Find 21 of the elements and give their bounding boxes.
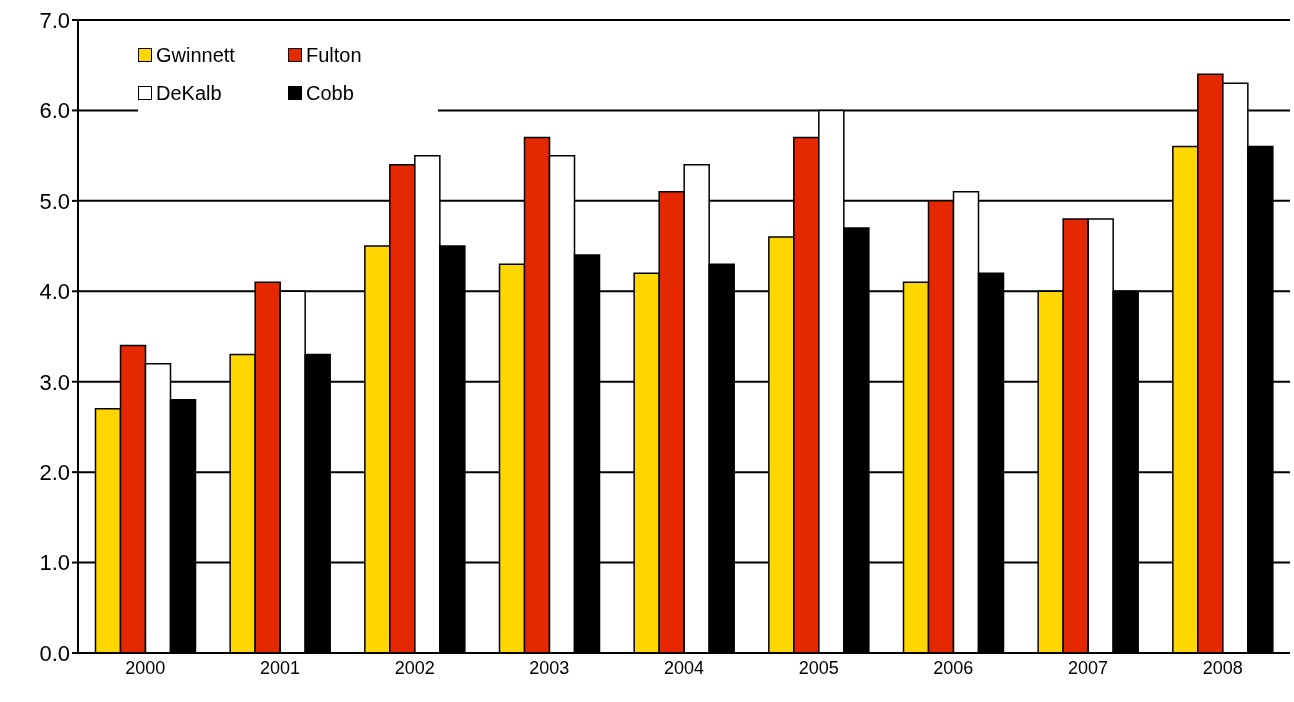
- x-tick-label: 2000: [125, 657, 166, 678]
- legend-label: Gwinnett: [156, 43, 235, 67]
- legend-label: Cobb: [306, 81, 354, 105]
- y-tick-label: 4.0: [39, 279, 70, 305]
- x-tick-label: 2006: [933, 657, 974, 678]
- y-tick-label: 2.0: [39, 459, 70, 485]
- legend-label: DeKalb: [156, 81, 222, 105]
- y-tick-label: 1.0: [39, 550, 70, 576]
- x-tick-label: 2004: [663, 657, 705, 678]
- x-tick-label: 2001: [259, 657, 301, 678]
- y-tick-label: 0.0: [39, 640, 70, 666]
- legend-label: Fulton: [306, 43, 362, 67]
- y-tick-label: 5.0: [39, 188, 70, 214]
- x-tick-label: 2003: [529, 657, 570, 678]
- y-tick-label: 7.0: [39, 7, 70, 33]
- y-tick-label: 6.0: [39, 98, 70, 124]
- x-tick-label: 2005: [798, 657, 839, 678]
- y-tick-label: 3.0: [39, 369, 70, 395]
- x-tick-label: 2002: [394, 657, 435, 678]
- x-tick-label: 2007: [1067, 657, 1109, 678]
- x-tick-label: 2008: [1202, 657, 1243, 678]
